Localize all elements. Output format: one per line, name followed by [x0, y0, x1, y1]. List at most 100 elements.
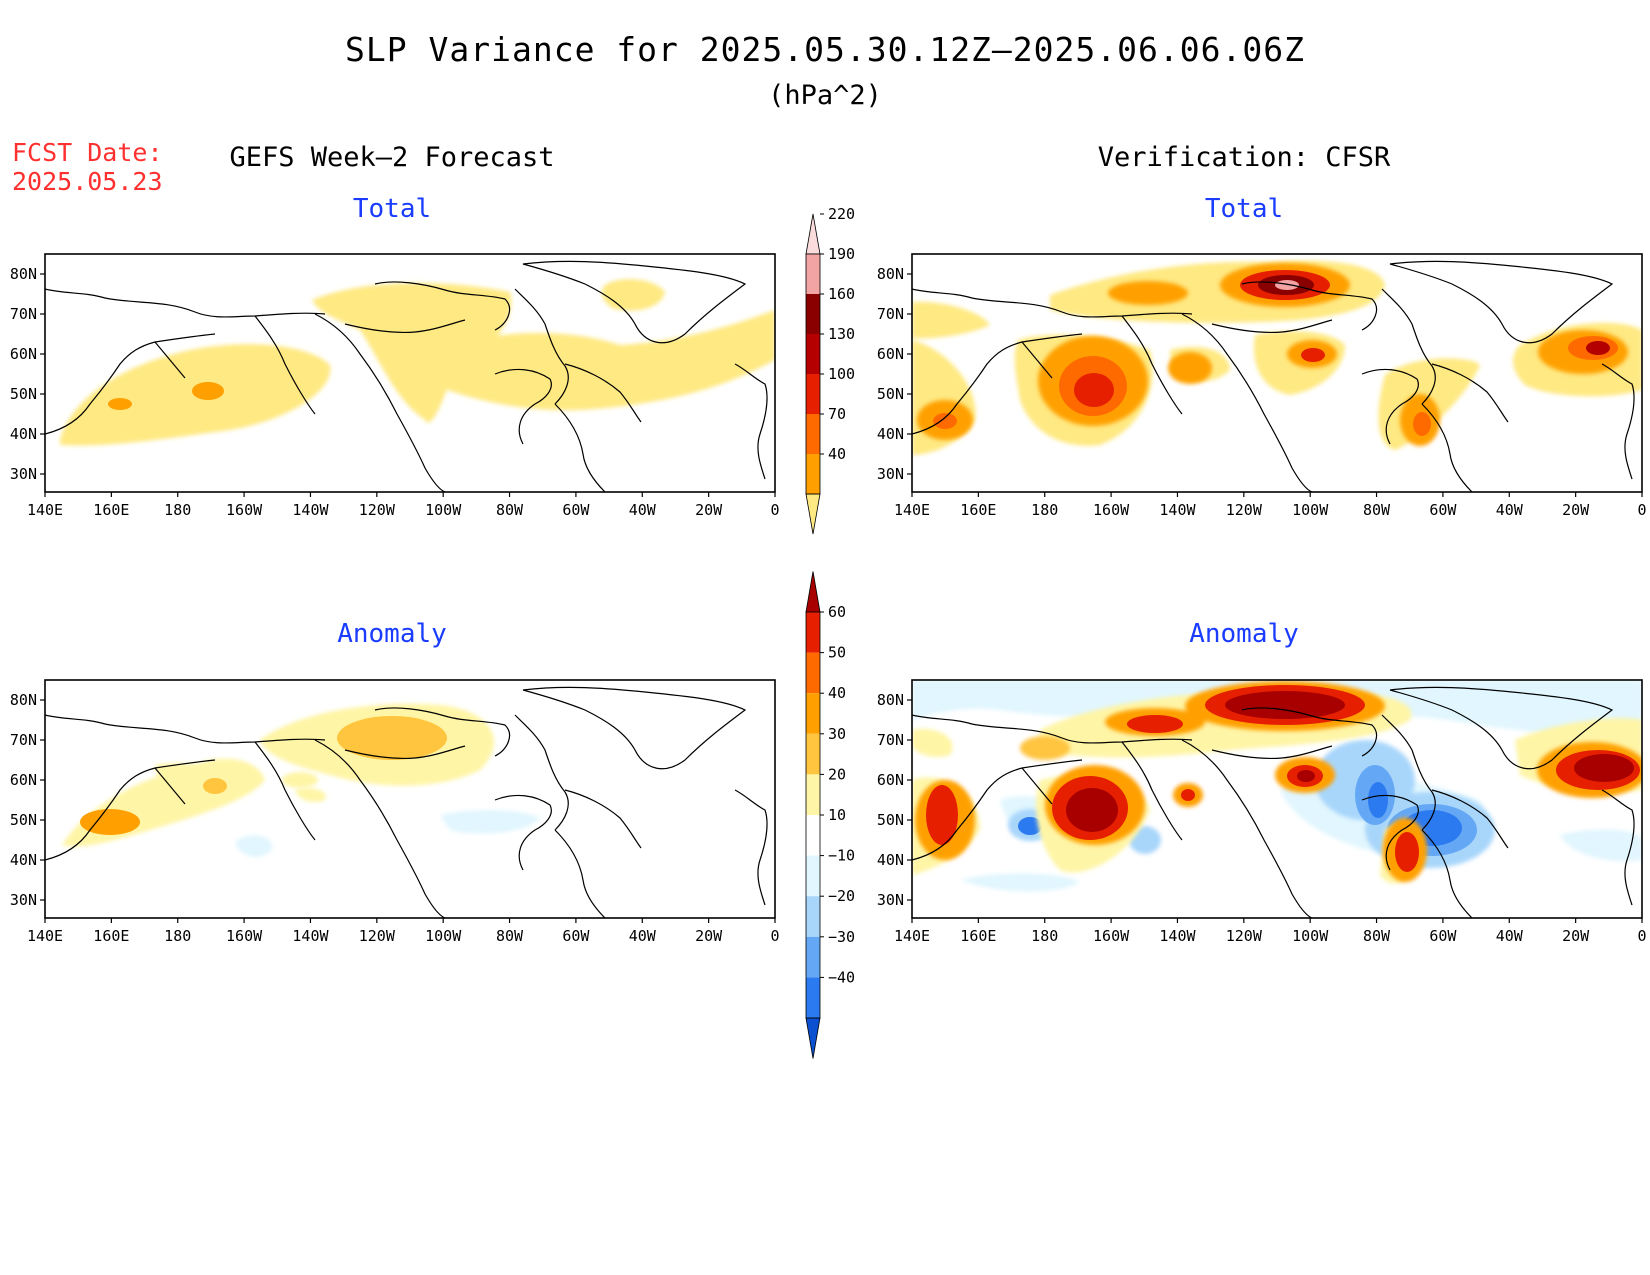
lon-tick-label: 120W	[359, 501, 396, 519]
forecast-column-title: GEFS Week–2 Forecast	[229, 142, 555, 173]
lon-tick-label: 100W	[425, 927, 462, 945]
lat-tick-label: 80N	[877, 691, 904, 709]
colorbar-tick-label: −40	[828, 968, 855, 986]
colorbar-segment	[806, 374, 820, 414]
lon-tick-label: 20W	[695, 501, 723, 519]
colorbar-end-top	[805, 571, 821, 613]
colorbar-segment	[806, 652, 820, 694]
coastline	[1431, 789, 1509, 849]
lon-tick-label: 0	[770, 501, 779, 519]
colorbar-tick-label: 130	[828, 325, 855, 343]
total-colorbar: 40 70 100 130 160 190 220	[805, 205, 855, 535]
coastline	[254, 315, 316, 415]
coastline	[1181, 739, 1313, 918]
lon-tick-label: 80W	[1363, 501, 1391, 519]
coastline	[1361, 368, 1419, 445]
lon-tick-label: 140E	[894, 927, 930, 945]
colorbar-tick-label: 70	[828, 405, 846, 423]
verification-anomaly-coastlines	[912, 686, 1635, 918]
colorbar-segment	[806, 334, 820, 374]
lat-tick-label: 70N	[10, 731, 37, 749]
verification-total-title: Total	[1204, 194, 1284, 224]
lon-tick-label: 60W	[1429, 927, 1457, 945]
coastline	[374, 707, 510, 757]
lat-tick-label: 80N	[10, 691, 37, 709]
colorbar-tick-label: 100	[828, 365, 855, 383]
lon-tick-label: 100W	[1292, 927, 1329, 945]
colorbar-tick-label: −20	[828, 887, 855, 905]
coastline	[734, 789, 768, 906]
coastline	[514, 714, 569, 831]
colorbar-segment	[806, 612, 820, 653]
lon-tick-label: 160E	[93, 927, 129, 945]
lon-tick-label: 180	[164, 501, 191, 519]
lat-tick-label: 50N	[877, 811, 904, 829]
fcst-date-label: FCST Date: 2025.05.23	[12, 138, 163, 196]
shade-40-70	[420, 310, 775, 411]
coastline	[314, 313, 446, 492]
coastline	[1601, 789, 1635, 906]
lat-tick-label: 60N	[10, 771, 37, 789]
colorbar-segment	[806, 733, 820, 775]
colorbar-tick-label: 30	[828, 725, 846, 743]
lon-tick-label: 160E	[93, 501, 129, 519]
coastline	[494, 368, 552, 445]
fcst-date-value: 2025.05.23	[12, 167, 163, 196]
coastline	[1389, 686, 1614, 770]
coastline	[514, 288, 569, 405]
colorbar-segment	[806, 454, 820, 494]
coastline	[912, 714, 1193, 744]
shade-70-100	[192, 382, 224, 400]
coastline	[522, 686, 747, 770]
lon-tick-label: 180	[1031, 501, 1058, 519]
colorbar-tick-label: 40	[828, 684, 846, 702]
coastline	[1211, 319, 1333, 334]
coastline	[154, 767, 186, 805]
coastline	[1601, 363, 1635, 480]
lon-tick-label: 180	[164, 927, 191, 945]
verification-total-map	[912, 260, 1642, 455]
lon-tick-label: 120W	[359, 927, 396, 945]
lon-tick-label: 20W	[695, 927, 723, 945]
forecast-total-title: Total	[352, 194, 432, 224]
lat-tick-label: 50N	[10, 811, 37, 829]
shade-40-70	[312, 282, 512, 423]
lon-tick-label: 100W	[1292, 501, 1329, 519]
lon-tick-label: 160W	[226, 927, 263, 945]
verification-anomaly-title: Anomaly	[1189, 619, 1299, 649]
colorbar-segment	[806, 414, 820, 454]
lat-tick-label: 60N	[877, 771, 904, 789]
lon-tick-label: 20W	[1562, 501, 1590, 519]
colorbar-tick-label: 60	[828, 603, 846, 621]
colorbar-segment	[806, 977, 820, 1018]
colorbar-tick-label: −30	[828, 928, 855, 946]
colorbar-tick-label: 20	[828, 765, 846, 783]
coastline	[912, 759, 1083, 861]
lon-tick-label: 100W	[425, 501, 462, 519]
coastline	[734, 363, 768, 480]
lat-tick-label: 40N	[10, 851, 37, 869]
lon-tick-label: 160W	[226, 501, 263, 519]
lat-tick-label: 40N	[10, 425, 37, 443]
coastline	[254, 741, 316, 841]
fcst-date-caption: FCST Date:	[12, 138, 163, 167]
lat-tick-label: 80N	[877, 265, 904, 283]
coastline	[554, 403, 606, 492]
coastline	[1381, 714, 1436, 831]
colorbar-end-bottom	[805, 1017, 821, 1059]
colorbar-segment	[806, 896, 820, 937]
lon-tick-label: 80W	[496, 927, 524, 945]
forecast-anomaly-coastlines	[45, 686, 768, 918]
lon-tick-label: 0	[770, 927, 779, 945]
coastline	[1389, 260, 1614, 344]
colorbar-segment	[806, 294, 820, 334]
lon-tick-label: 160W	[1093, 927, 1130, 945]
colorbar-segment	[806, 774, 820, 815]
lat-tick-label: 60N	[10, 345, 37, 363]
coastline	[344, 745, 466, 760]
verification-column-title: Verification: CFSR	[1097, 142, 1391, 173]
colorbar-tick-label: 190	[828, 245, 855, 263]
forecast-anomaly-title: Anomaly	[337, 619, 447, 649]
lat-tick-label: 30N	[877, 891, 904, 909]
coastline	[45, 714, 326, 744]
